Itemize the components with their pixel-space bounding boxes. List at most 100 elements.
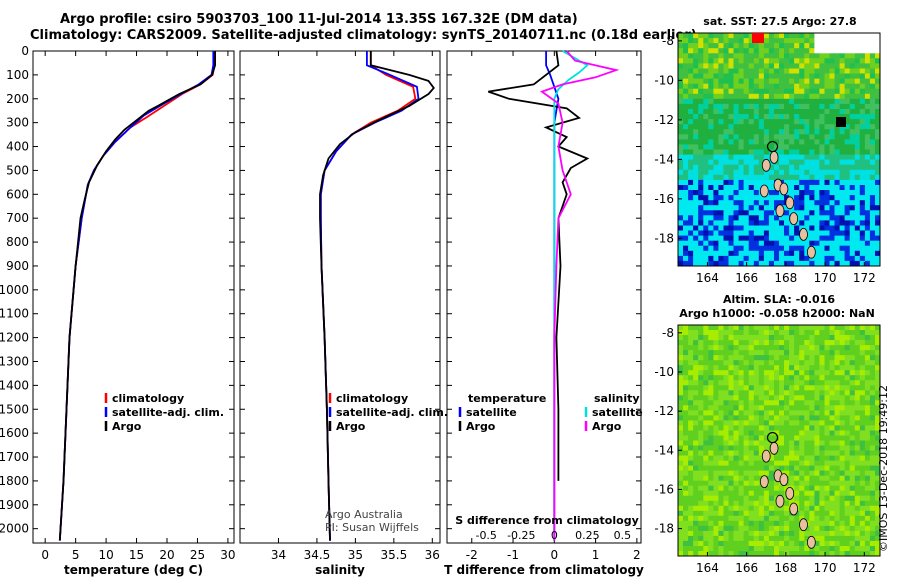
heatmap-cell	[733, 415, 739, 421]
heatmap-cell	[824, 73, 830, 79]
heatmap-cell	[678, 355, 684, 361]
heatmap-cell	[829, 78, 835, 85]
heatmap-cell	[869, 215, 876, 221]
heatmap-cell	[804, 510, 810, 517]
heatmap-cell	[753, 395, 760, 401]
heatmap-cell	[869, 230, 876, 236]
heatmap-cell	[728, 48, 734, 54]
heatmap-cell	[743, 164, 750, 171]
heatmap-cell	[753, 540, 760, 547]
heatmap-cell	[688, 88, 694, 95]
heatmap-cell	[875, 435, 881, 441]
heatmap-cell	[875, 470, 881, 476]
heatmap-cell	[698, 200, 704, 206]
heatmap-cell	[733, 58, 739, 64]
heatmap-cell	[748, 445, 755, 451]
heatmap-cell	[698, 215, 704, 221]
heatmap-cell	[869, 415, 876, 421]
heatmap-cell	[794, 440, 800, 446]
heatmap-cell	[829, 169, 835, 176]
heatmap-cell	[703, 53, 709, 59]
heatmap-cell	[713, 245, 719, 252]
heatmap-cell	[748, 460, 755, 466]
heatmap-cell	[713, 200, 719, 206]
heatmap-cell	[748, 154, 755, 161]
heatmap-cell	[774, 400, 780, 406]
heatmap-cell	[678, 470, 684, 476]
heatmap-cell	[779, 169, 785, 176]
heatmap-cell	[839, 240, 846, 247]
heatmap-cell	[839, 510, 846, 517]
heatmap-cell	[799, 255, 805, 262]
heatmap-cell	[819, 465, 825, 471]
heatmap-cell	[779, 510, 785, 517]
heatmap-cell	[693, 73, 699, 79]
heatmap-cell	[789, 240, 795, 247]
heatmap-cell	[698, 73, 704, 79]
heatmap-cell	[678, 260, 684, 267]
heatmap-cell	[728, 154, 734, 161]
heatmap-cell	[869, 480, 876, 487]
heatmap-cell	[854, 551, 861, 557]
sst-map-title: sat. SST: 27.5 Argo: 27.8	[703, 15, 856, 28]
heatmap-cell	[789, 134, 795, 140]
sst-map-ytick-label: -10	[654, 73, 674, 87]
heatmap-cell	[824, 174, 830, 181]
heatmap-cell	[698, 470, 704, 476]
heatmap-cell	[844, 445, 851, 451]
heatmap-cell	[844, 93, 851, 100]
heatmap-cell	[809, 210, 815, 216]
heatmap-cell	[723, 375, 729, 381]
heatmap-cell	[718, 93, 724, 100]
heatmap-cell	[784, 540, 790, 547]
heatmap-cell	[864, 415, 871, 421]
heatmap-cell	[683, 240, 689, 247]
heatmap-cell	[688, 430, 694, 436]
heatmap-cell	[819, 164, 825, 171]
heatmap-cell	[854, 63, 861, 69]
heatmap-cell	[748, 240, 755, 247]
heatmap-cell	[809, 405, 815, 411]
heatmap-cell	[713, 405, 719, 411]
heatmap-cell	[733, 48, 739, 54]
heatmap-cell	[819, 435, 825, 441]
heatmap-cell	[799, 129, 805, 135]
heatmap-cell	[718, 410, 724, 416]
heatmap-cell	[869, 325, 876, 331]
heatmap-cell	[844, 124, 851, 130]
heatmap-cell	[768, 174, 775, 181]
heatmap-cell	[819, 546, 825, 552]
heatmap-cell	[703, 235, 709, 242]
heatmap-cell	[839, 470, 846, 476]
heatmap-cell	[789, 360, 795, 366]
heatmap-cell	[708, 445, 714, 451]
heatmap-cell	[875, 68, 881, 74]
heatmap-cell	[859, 495, 866, 502]
heatmap-cell	[814, 505, 820, 512]
heatmap-cell	[688, 179, 694, 186]
heatmap-cell	[819, 134, 825, 140]
heatmap-cell	[819, 119, 825, 125]
sla-map-xtick-label: 170	[814, 561, 837, 575]
heatmap-cell	[854, 500, 861, 507]
heatmap-cell	[753, 230, 760, 236]
heatmap-cell	[683, 510, 689, 517]
heatmap-cell	[809, 470, 815, 476]
heatmap-cell	[698, 109, 704, 115]
heatmap-cell	[723, 405, 729, 411]
heatmap-cell	[688, 370, 694, 376]
sst-map-xtick-label: 172	[853, 271, 876, 285]
heatmap-cell	[753, 425, 760, 431]
heatmap-cell	[738, 78, 745, 85]
heatmap-cell	[849, 53, 856, 59]
heatmap-cell	[839, 370, 846, 376]
heatmap-cell	[869, 380, 876, 386]
heatmap-cell	[829, 505, 835, 512]
heatmap-cell	[728, 370, 734, 376]
heatmap-cell	[859, 43, 866, 49]
heatmap-cell	[708, 360, 714, 366]
heatmap-cell	[758, 58, 765, 64]
heatmap-cell	[688, 109, 694, 115]
heatmap-cell	[748, 525, 755, 532]
heatmap-cell	[733, 530, 739, 537]
